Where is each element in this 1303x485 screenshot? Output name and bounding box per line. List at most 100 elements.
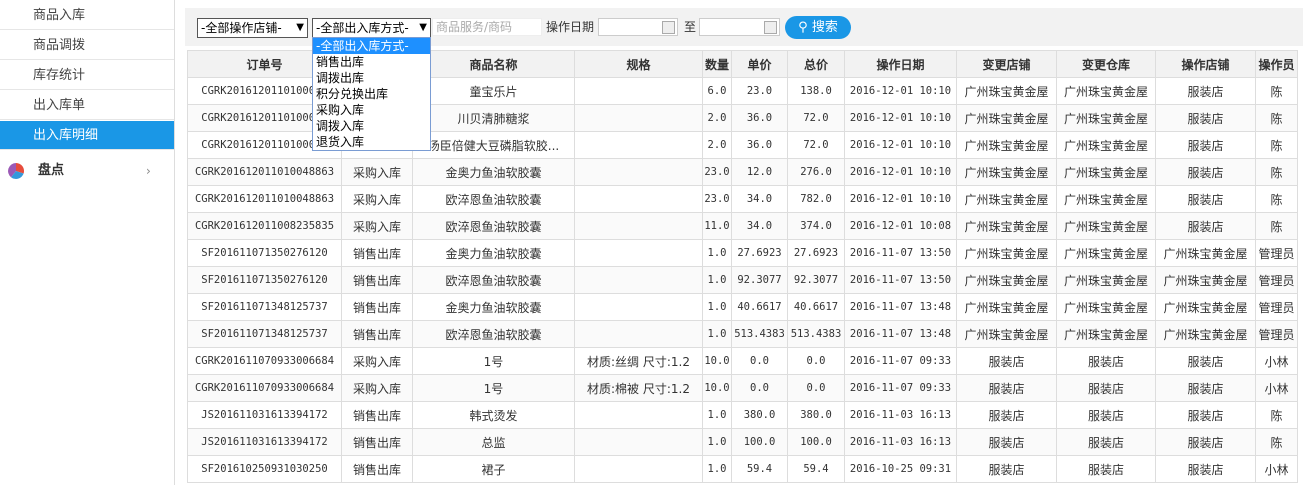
table-cell: 材质:棉被 尺寸:1.2 — [574, 374, 703, 402]
table-cell: 2016-10-25 09:31 — [844, 455, 957, 483]
table-cell: 2016-12-01 10:10 — [844, 77, 957, 105]
table-cell: 23.0 — [731, 77, 788, 105]
dropdown-option[interactable]: 退货入库 — [316, 135, 365, 149]
table-cell: 采购入库 — [341, 185, 413, 213]
search-input[interactable]: 商品服务/商码 — [432, 18, 542, 36]
table-cell: 11.0 — [702, 212, 732, 240]
nav-item[interactable]: 出入库单 — [0, 91, 174, 120]
table-cell: 服装店 — [1056, 455, 1156, 483]
table-row: JS201611031613394172 销售出库 总监 1.0 100.0 100.0 2… — [187, 428, 1298, 456]
table-cell: 23.0 — [702, 158, 732, 186]
nav-group[interactable]: 盘点 › — [0, 156, 174, 186]
table-cell: 72.0 — [787, 131, 845, 159]
table-cell: SF201611071350276120 — [187, 266, 342, 294]
table-cell: 陈 — [1255, 428, 1298, 456]
table-cell: SF201611071350276120 — [187, 239, 342, 267]
table-row: CGRK201611070933006684 采购入库 1号 材质:丝绸 尺寸:1.2… — [187, 347, 1298, 375]
table-cell: 374.0 — [787, 212, 845, 240]
table-cell: 1.0 — [702, 266, 732, 294]
table-cell: 陈 — [1255, 185, 1298, 213]
table-cell: 6.0 — [702, 77, 732, 105]
table-cell: 服装店 — [1155, 455, 1256, 483]
table-cell: CGRK201612011010048863 — [187, 185, 342, 213]
table-cell: 裙子 — [412, 455, 575, 483]
date-to[interactable] — [699, 18, 780, 36]
table-cell: 513.4383 — [787, 320, 845, 348]
table-row: SF201611071348125737 销售出库 欧淬恩鱼油软胶囊 1.0 513.4… — [187, 320, 1298, 348]
table-cell: 服装店 — [956, 374, 1057, 402]
nav-item[interactable]: 库存统计 — [0, 61, 174, 90]
table-cell: 采购入库 — [341, 347, 413, 375]
table-cell: 销售出库 — [341, 455, 413, 483]
dropdown-option[interactable]: 调拨出库 — [316, 71, 365, 85]
store-select[interactable]: -全部操作店铺- ▼ — [197, 18, 308, 38]
table-cell: 销售出库 — [341, 428, 413, 456]
table-cell: 23.0 — [702, 185, 732, 213]
table-cell — [574, 320, 703, 348]
table-cell — [574, 212, 703, 240]
table-cell: 513.4383 — [731, 320, 788, 348]
table-cell: 小林 — [1255, 455, 1298, 483]
column-header: 操作日期 — [844, 50, 957, 78]
nav-group-label: 盘点 — [38, 163, 65, 178]
table-cell: 欧淬恩鱼油软胶囊 — [412, 185, 575, 213]
nav-item[interactable]: 出入库明细 — [0, 121, 174, 150]
table-cell: 服装店 — [956, 347, 1057, 375]
table-cell: 1.0 — [702, 455, 732, 483]
nav-item[interactable]: 商品入库 — [0, 1, 174, 30]
table-cell: 金奥力鱼油软胶囊 — [412, 293, 575, 321]
table-row: CGRK201611070933006684 采购入库 1号 材质:棉被 尺寸:1.2… — [187, 374, 1298, 402]
table-cell: 欧淬恩鱼油软胶囊 — [412, 266, 575, 294]
table-cell: 销售出库 — [341, 293, 413, 321]
table-cell: 0.0 — [731, 347, 788, 375]
table-cell: 40.6617 — [731, 293, 788, 321]
dropdown-option[interactable]: 积分兑换出库 — [316, 87, 389, 101]
dropdown-option[interactable]: 调拨入库 — [316, 119, 365, 133]
nav-item[interactable]: 商品调拨 — [0, 31, 174, 60]
dropdown-option[interactable]: 销售出库 — [316, 55, 365, 69]
table-cell: 1.0 — [702, 320, 732, 348]
table-cell: 广州珠宝黄金屋 — [956, 212, 1057, 240]
table-cell: 2016-12-01 10:10 — [844, 158, 957, 186]
table-cell: 2.0 — [702, 131, 732, 159]
table-cell: 服装店 — [1056, 374, 1156, 402]
table-cell: 广州珠宝黄金屋 — [1056, 158, 1156, 186]
table-cell: CGRK201611070933006684 — [187, 347, 342, 375]
table-cell: 27.6923 — [731, 239, 788, 267]
table-cell: 陈 — [1255, 104, 1298, 132]
table-cell — [574, 428, 703, 456]
table-cell: 童宝乐片 — [412, 77, 575, 105]
table-cell: 广州珠宝黄金屋 — [1056, 77, 1156, 105]
column-header: 变更仓库 — [1056, 50, 1156, 78]
table-cell — [574, 455, 703, 483]
table-cell: 2016-11-03 16:13 — [844, 401, 957, 429]
table-cell: 广州珠宝黄金屋 — [956, 131, 1057, 159]
date-label: 操作日期 — [546, 20, 595, 34]
table-cell: 服装店 — [1056, 347, 1156, 375]
dropdown-option[interactable]: -全部出入库方式- — [313, 38, 430, 54]
table-cell: 2016-11-07 13:48 — [844, 320, 957, 348]
table-row: JS201611031613394172 销售出库 韩式烫发 1.0 380.0 380.… — [187, 401, 1298, 429]
dropdown-option[interactable]: 采购入库 — [316, 103, 365, 117]
table-cell: 欧淬恩鱼油软胶囊 — [412, 320, 575, 348]
table-cell: 韩式烫发 — [412, 401, 575, 429]
table-cell: 2016-11-07 13:50 — [844, 266, 957, 294]
table-cell: 服装店 — [1155, 374, 1256, 402]
table-cell: 1.0 — [702, 293, 732, 321]
table-cell: 广州珠宝黄金屋 — [1056, 185, 1156, 213]
table-cell: 1.0 — [702, 401, 732, 429]
type-select[interactable]: -全部出入库方式- ▼ — [312, 18, 431, 38]
table-cell: 采购入库 — [341, 374, 413, 402]
table-cell: 销售出库 — [341, 401, 413, 429]
table-cell: 材质:丝绸 尺寸:1.2 — [574, 347, 703, 375]
table-cell: 服装店 — [1155, 347, 1256, 375]
table-cell: 陈 — [1255, 401, 1298, 429]
table-cell: 管理员 — [1255, 320, 1298, 348]
table-cell: 服装店 — [956, 401, 1057, 429]
date-from[interactable] — [598, 18, 678, 36]
table-cell: 2016-12-01 10:10 — [844, 104, 957, 132]
table-cell: 服装店 — [1056, 428, 1156, 456]
table-cell: 服装店 — [1155, 401, 1256, 429]
search-button[interactable]: ⚲ 搜索 — [785, 16, 851, 39]
